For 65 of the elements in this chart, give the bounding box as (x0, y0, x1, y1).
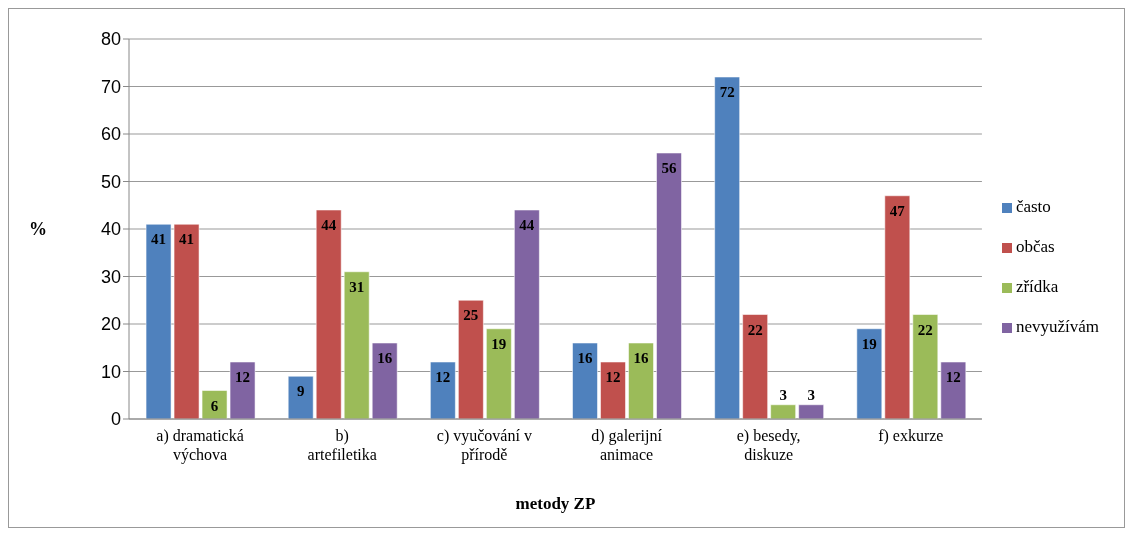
y-axis-title: % (29, 219, 47, 240)
data-label: 31 (349, 278, 365, 295)
bar (457, 299, 484, 419)
bar (656, 152, 683, 419)
y-tick-label: 40 (100, 219, 121, 240)
bar (572, 342, 599, 419)
bar (912, 314, 939, 419)
data-label: 12 (605, 369, 621, 385)
bar (742, 314, 769, 419)
data-label: 9 (296, 383, 305, 400)
x-tick-label: f) exkurze (878, 427, 944, 445)
data-label: 22 (747, 321, 763, 338)
bar (371, 342, 398, 419)
x-tick-label: e) besedy, diskuze (736, 427, 801, 463)
data-label: 12 (435, 369, 451, 385)
bar (287, 375, 314, 419)
x-axis-title: metody ZP (515, 494, 596, 513)
x-tick-label: b) artefiletika (307, 427, 377, 463)
legend-label: občas (1015, 236, 1055, 256)
data-label: 44 (321, 217, 337, 233)
data-label: 6 (210, 397, 219, 414)
data-label: 19 (491, 335, 507, 352)
data-label: 47 (889, 202, 906, 219)
bar (770, 404, 797, 419)
y-tick-label: 60 (100, 124, 121, 145)
y-tick-label: 0 (110, 409, 121, 430)
data-label: 12 (945, 369, 961, 385)
bar (714, 76, 741, 419)
y-tick-label: 10 (100, 361, 121, 382)
data-label: 56 (661, 160, 678, 176)
bar (429, 361, 456, 419)
data-label: 72 (719, 84, 735, 100)
data-label: 22 (917, 321, 933, 338)
y-tick-label: 50 (100, 171, 121, 192)
bar (513, 209, 540, 419)
data-label: 16 (577, 350, 594, 366)
legend-label: zřídka (1015, 276, 1059, 296)
data-label: 3 (779, 386, 787, 403)
data-label: 19 (861, 335, 877, 352)
data-label: 16 (377, 350, 393, 366)
data-label: 25 (463, 307, 479, 324)
bar (485, 328, 512, 419)
data-label: 44 (519, 217, 535, 233)
x-tick-label: c) vyučování v přírodě (436, 427, 532, 464)
legend-label: často (1015, 196, 1051, 216)
data-label: 3 (807, 386, 815, 403)
data-label: 41 (179, 231, 195, 248)
y-tick-label: 20 (100, 314, 121, 335)
y-tick-label: 70 (100, 76, 121, 97)
bar (856, 328, 883, 419)
bar (798, 404, 825, 419)
x-tick-label: a) dramatická výchova (156, 427, 244, 464)
y-tick-label: 80 (100, 29, 121, 50)
bar (884, 195, 911, 419)
legend-label: nevyužívám (1015, 316, 1099, 336)
data-label: 16 (633, 350, 650, 366)
bar (315, 209, 342, 419)
x-tick-label: d) galerijní animace (591, 427, 663, 463)
bar (628, 342, 655, 419)
bar (600, 361, 627, 419)
data-label: 12 (235, 369, 251, 385)
y-tick-label: 30 (100, 266, 121, 287)
bar (343, 271, 370, 419)
bar (940, 361, 967, 419)
data-label: 41 (151, 231, 167, 248)
